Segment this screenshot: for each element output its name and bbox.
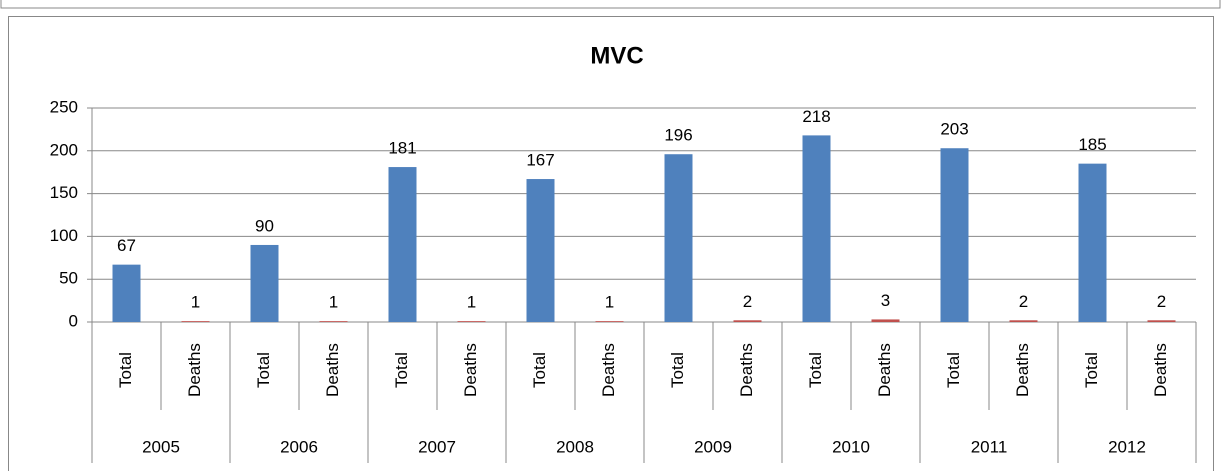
group-label: 2009 [694, 437, 732, 456]
value-label: 185 [1078, 135, 1106, 154]
y-tick-label: 150 [50, 183, 78, 202]
group-label: 2005 [142, 437, 180, 456]
y-tick-label: 50 [59, 269, 78, 288]
x-tick-label: Deaths [599, 343, 618, 397]
group-label: 2008 [556, 437, 594, 456]
x-tick-label: Deaths [185, 343, 204, 397]
x-tick-label: Total [1082, 352, 1101, 388]
x-tick-label: Total [116, 352, 135, 388]
value-label: 1 [605, 293, 614, 312]
value-label: 167 [526, 151, 554, 170]
group-label: 2012 [1108, 437, 1146, 456]
chart-title: MVC [590, 42, 643, 69]
value-label: 2 [743, 292, 752, 311]
group-label: 2011 [971, 437, 1008, 456]
bar [1009, 320, 1038, 322]
value-label: 181 [388, 139, 416, 158]
bar [181, 321, 210, 322]
value-label: 203 [940, 120, 968, 139]
bar [664, 154, 693, 322]
bar [457, 321, 486, 322]
x-tick-label: Total [392, 352, 411, 388]
x-tick-label: Deaths [323, 343, 342, 397]
x-tick-label: Deaths [1151, 343, 1170, 397]
bar [250, 244, 279, 322]
bar [595, 321, 624, 322]
bar [733, 320, 762, 322]
chart-frame [8, 16, 1214, 476]
x-tick-label: Total [530, 352, 549, 388]
x-tick-label: Deaths [1013, 343, 1032, 397]
value-label: 1 [191, 293, 200, 312]
bar [1147, 320, 1176, 322]
value-label: 90 [255, 216, 274, 235]
x-tick-label: Total [254, 352, 273, 388]
value-label: 1 [329, 293, 338, 312]
x-tick-label: Deaths [737, 343, 756, 397]
prev-frame [0, 0, 1221, 9]
bar [526, 179, 555, 322]
group-label: 2007 [418, 437, 456, 456]
x-tick-label: Deaths [875, 343, 894, 397]
bar [112, 264, 141, 322]
x-tick-label: Deaths [461, 343, 480, 397]
bar [388, 167, 417, 322]
bar [319, 321, 348, 322]
x-tick-label: Total [944, 352, 963, 388]
x-tick-label: Total [668, 352, 687, 388]
bar [871, 319, 900, 322]
y-tick-label: 200 [50, 140, 78, 159]
value-label: 67 [117, 236, 136, 255]
y-tick-label: 250 [50, 97, 78, 116]
y-tick-label: 0 [69, 311, 78, 330]
value-label: 196 [664, 126, 692, 145]
bar [802, 135, 831, 322]
group-label: 2010 [832, 437, 870, 456]
value-label: 218 [802, 107, 830, 126]
value-label: 3 [881, 291, 890, 310]
bar [940, 148, 969, 322]
group-label: 2006 [280, 437, 318, 456]
y-tick-label: 100 [50, 226, 78, 245]
value-label: 1 [467, 293, 476, 312]
value-label: 2 [1019, 292, 1028, 311]
bar [1078, 163, 1107, 322]
value-label: 2 [1157, 292, 1166, 311]
x-tick-label: Total [806, 352, 825, 388]
